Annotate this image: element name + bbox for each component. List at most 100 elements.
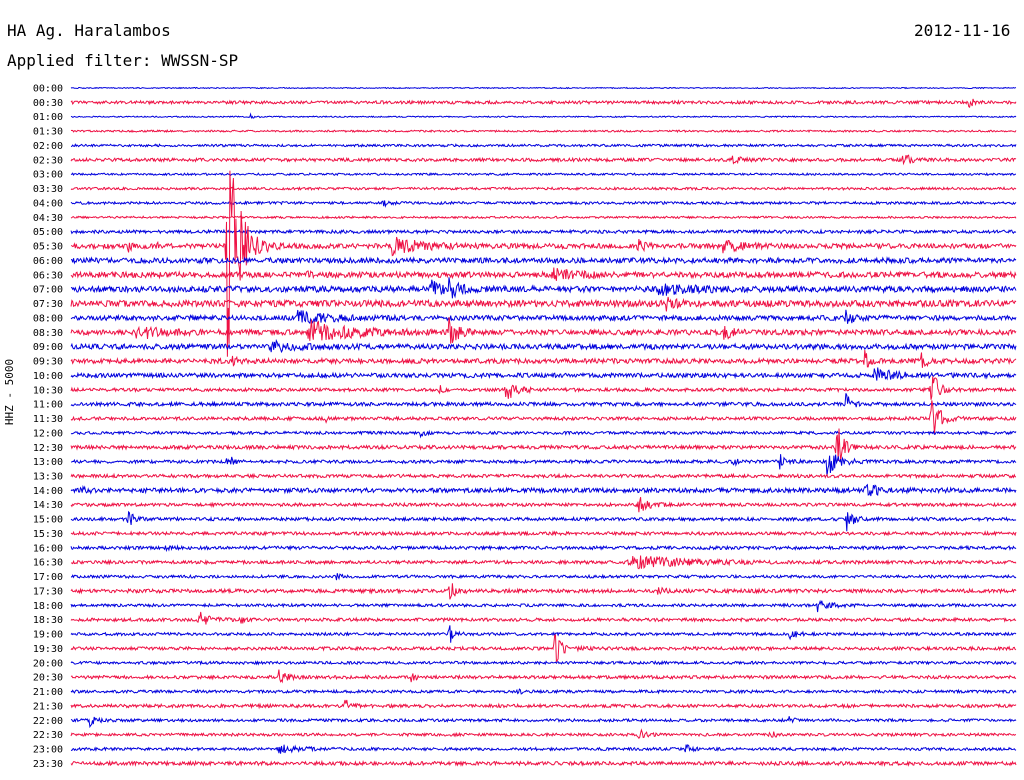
time-row-label: 20:00 [33, 658, 63, 669]
time-row-label: 17:00 [33, 572, 63, 583]
seismic-trace [70, 154, 1017, 166]
time-row-label: 18:00 [33, 601, 63, 612]
seismic-trace [70, 428, 1017, 462]
seismic-trace [70, 170, 1017, 357]
seismic-trace [70, 338, 1017, 354]
time-row-label: 02:30 [33, 155, 63, 166]
seismic-trace [70, 744, 1017, 754]
seismic-trace [70, 625, 1017, 643]
time-row-label: 17:30 [33, 586, 63, 597]
seismic-trace [70, 376, 1017, 400]
seismic-trace [70, 143, 1017, 148]
time-row-label: 05:30 [33, 242, 63, 253]
time-row-label: 16:30 [33, 558, 63, 569]
time-row-label: 22:30 [33, 730, 63, 741]
seismic-trace [70, 215, 1017, 220]
time-row-label: 14:00 [33, 486, 63, 497]
seismic-trace [70, 728, 1017, 739]
time-row-label: 20:30 [33, 673, 63, 684]
seismic-trace [70, 393, 1017, 408]
time-row-label: 08:30 [33, 328, 63, 339]
time-row-label: 15:00 [33, 515, 63, 526]
seismic-trace [70, 555, 1017, 570]
seismic-trace [70, 759, 1017, 767]
seismic-trace [70, 367, 1017, 381]
time-row-label: 11:30 [33, 414, 63, 425]
time-row-label: 03:00 [33, 170, 63, 181]
seismic-trace [70, 510, 1017, 532]
seismic-trace [70, 349, 1017, 368]
seismic-trace [70, 186, 1017, 192]
time-row-label: 02:00 [33, 141, 63, 152]
station-title: HA Ag. Haralambos [7, 21, 171, 40]
time-row-label: 16:00 [33, 543, 63, 554]
time-row-label: 13:30 [33, 471, 63, 482]
seismic-trace [70, 573, 1017, 581]
time-row-label: 10:30 [33, 385, 63, 396]
time-row-label: 23:30 [33, 759, 63, 770]
time-row-label: 19:30 [33, 644, 63, 655]
time-row-label: 08:00 [33, 313, 63, 324]
time-row-label: 14:30 [33, 500, 63, 511]
seismic-trace [70, 112, 1017, 120]
time-row-label: 23:00 [33, 745, 63, 756]
seismic-trace [70, 496, 1017, 513]
seismic-trace [70, 688, 1017, 695]
record-date: 2012-11-16 [914, 21, 1011, 40]
time-row-label: 09:30 [33, 357, 63, 368]
seismic-trace [70, 544, 1017, 553]
time-row-label: 05:00 [33, 227, 63, 238]
time-row-label: 09:00 [33, 342, 63, 353]
seismic-trace [70, 309, 1017, 325]
time-row-label: 01:30 [33, 127, 63, 138]
time-row-label: 06:00 [33, 256, 63, 267]
seismic-trace [70, 483, 1017, 497]
time-row-label: 00:00 [33, 84, 63, 95]
time-row-label: 07:30 [33, 299, 63, 310]
time-row-label: 22:00 [33, 716, 63, 727]
time-row-label: 11:00 [33, 400, 63, 411]
time-row-label: 18:30 [33, 615, 63, 626]
seismic-trace [70, 277, 1017, 299]
time-row-label: 13:00 [33, 457, 63, 468]
seismic-trace [70, 296, 1017, 312]
seismic-trace [70, 699, 1017, 710]
seismic-trace [70, 172, 1017, 177]
time-row-label: 04:30 [33, 213, 63, 224]
seismic-trace [70, 583, 1017, 600]
time-row-label: 07:00 [33, 285, 63, 296]
seismic-trace [71, 256, 1017, 265]
time-row-label: 12:00 [33, 428, 63, 439]
seismic-trace [70, 98, 1017, 109]
time-row-label: 04:00 [33, 198, 63, 209]
seismic-trace [70, 472, 1017, 480]
seismic-trace [70, 86, 1017, 90]
time-row-label: 01:00 [33, 112, 63, 123]
seismic-trace [70, 129, 1017, 134]
seismic-trace [70, 669, 1017, 684]
time-row-label: 21:00 [33, 687, 63, 698]
seismic-trace [70, 429, 1017, 439]
seismic-trace [70, 634, 1017, 663]
time-row-label: 00:30 [33, 98, 63, 109]
time-row-label: 03:30 [33, 184, 63, 195]
seismic-trace [70, 611, 1017, 625]
seismic-trace [70, 659, 1017, 666]
time-row-label: 15:30 [33, 529, 63, 540]
time-row-label: 06:30 [33, 270, 63, 281]
seismic-trace [70, 400, 1017, 434]
seismic-trace [70, 267, 1017, 281]
seismic-trace [70, 317, 1017, 344]
filter-label: Applied filter: WWSSN-SP [7, 51, 239, 70]
time-row-label: 10:00 [33, 371, 63, 382]
seismic-trace [70, 599, 1017, 613]
seismic-trace [70, 200, 1017, 208]
seismic-trace [70, 530, 1017, 537]
time-row-label: 21:30 [33, 701, 63, 712]
seismic-trace [70, 454, 1017, 477]
time-row-label: 12:30 [33, 443, 63, 454]
seismic-trace [70, 228, 1017, 236]
seismic-trace [70, 716, 1017, 729]
time-row-label: 19:00 [33, 630, 63, 641]
